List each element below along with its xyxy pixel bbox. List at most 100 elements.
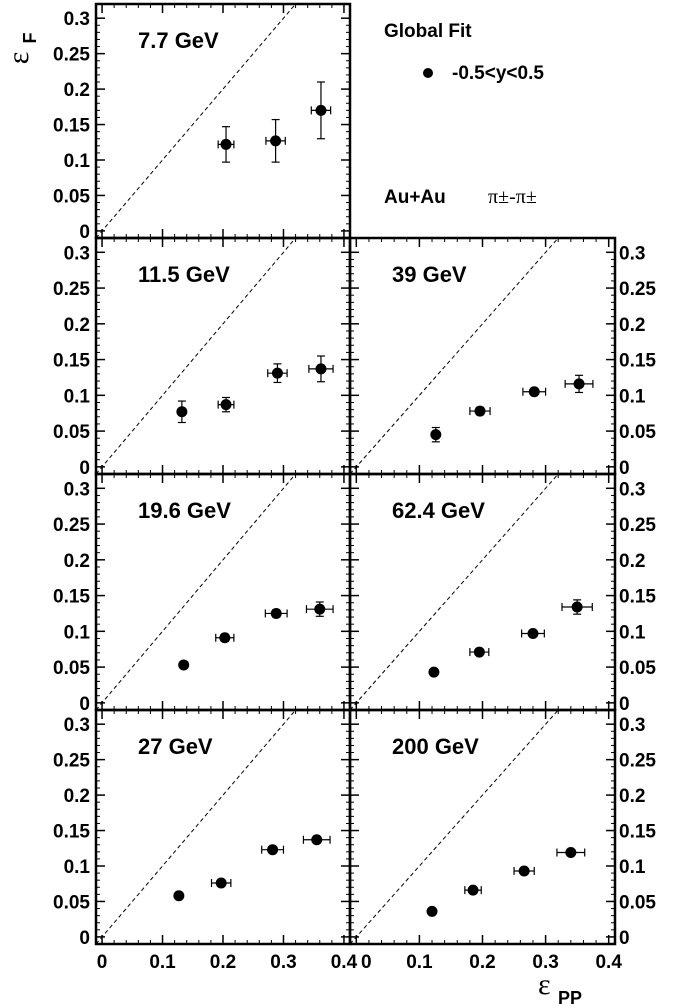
y-tick-label: 0.3 [64, 243, 90, 264]
data-point [220, 399, 232, 411]
panel: 200 GeV 0 0.05 0.1 0.15 0.2 0.25 0.3 0.1 0.2 0.3 0.… [348, 708, 656, 973]
y-tick-label: 0.05 [53, 658, 90, 679]
data-point [267, 844, 279, 856]
y-tick-label: 0.2 [64, 551, 90, 572]
x-tick-label: 0.3 [270, 952, 296, 973]
data-point-group [217, 126, 235, 163]
data-point [271, 367, 283, 379]
data-point-group [521, 627, 545, 639]
y-tick-label: 0 [79, 458, 90, 479]
y-tick-label: 0.25 [619, 279, 656, 300]
y-tick-label: 0.25 [53, 515, 90, 536]
reference-line [96, 238, 297, 474]
y-tick-label: 0.15 [53, 351, 90, 372]
data-point [311, 834, 323, 846]
data-point-group [428, 666, 440, 678]
collision-system-label: Au+Au [384, 187, 446, 208]
data-point [527, 627, 539, 639]
y-tick-label: 0.1 [64, 857, 91, 878]
panel-ticks [96, 474, 350, 710]
panel: 19.6 GeV 0 0.05 0.1 0.15 0.2 0.25 0.3 [53, 472, 352, 715]
y-tick-label: 0.2 [64, 786, 90, 807]
y-tick-label: 0.15 [619, 587, 656, 608]
y-tick-label: 0.3 [64, 9, 90, 30]
data-point-group [430, 426, 442, 443]
data-point-group [469, 405, 491, 417]
y-tick-label: 0.05 [53, 422, 90, 443]
y-tick-label: 0 [79, 928, 90, 949]
data-point-group [176, 400, 188, 424]
y-tick-label: 0.15 [53, 116, 90, 137]
legend-marker [423, 68, 433, 78]
y-tick-label: 0 [79, 222, 90, 243]
data-point-group [561, 599, 593, 615]
data-point-group [464, 884, 482, 896]
data-point-group [564, 374, 594, 394]
y-tick-label: 0.15 [619, 822, 656, 843]
data-point-group [513, 865, 535, 877]
data-point-group [261, 844, 285, 856]
data-point-group [217, 396, 235, 413]
panel-frame [94, 708, 352, 946]
data-point-group [265, 118, 286, 163]
panel-ticks [350, 710, 615, 944]
panel-frame [348, 236, 617, 476]
panel: 39 GeV 0 0.05 0.1 0.15 0.2 0.25 0.3 [348, 236, 656, 479]
y-tick-label: 0.25 [53, 751, 90, 772]
data-point [314, 603, 326, 615]
y-tick-label: 0.3 [619, 715, 645, 736]
data-point-group [178, 659, 190, 671]
y-tick-label: 0 [619, 694, 630, 715]
data-point-group [302, 834, 331, 846]
data-point-group [215, 632, 235, 644]
panel: 11.5 GeV 0 0.05 0.1 0.15 0.2 0.25 0.3 [53, 236, 352, 479]
x-axis-symbol: ε [538, 968, 551, 1001]
y-tick-label: 0.1 [64, 386, 91, 407]
x-axis-subscript: PP [558, 988, 582, 1008]
x-tick-label: 0.1 [149, 952, 176, 973]
y-tick-label: 0.2 [619, 551, 645, 572]
data-point [467, 884, 479, 896]
panel-ticks [96, 4, 350, 238]
panel: 27 GeV 0 0.05 0.1 0.15 0.2 0.25 0.3 0 0.1 0.2 0.3 0.… [53, 708, 358, 973]
reference-line [350, 710, 559, 944]
panel-title: 62.4 GeV [392, 498, 485, 523]
panel: 62.4 GeV 0 0.05 0.1 0.15 0.2 0.25 0.3 [348, 472, 656, 715]
y-tick-label: 0.2 [619, 786, 645, 807]
panel-title: 27 GeV [138, 734, 213, 759]
panel-title: 7.7 GeV [138, 28, 219, 53]
data-point [215, 877, 227, 889]
y-tick-label: 0.05 [619, 658, 656, 679]
y-tick-label: 0.05 [53, 892, 90, 913]
data-point-group [556, 847, 586, 859]
data-point-group [469, 646, 490, 658]
data-point [270, 607, 282, 619]
data-point [315, 104, 327, 116]
data-point-group [267, 363, 288, 384]
y-tick-label: 0.2 [619, 315, 645, 336]
x-tick-label: 0.2 [469, 952, 495, 973]
y-tick-label: 0.15 [53, 822, 90, 843]
legend: Global Fit -0.5<y<0.5 Au+Au π±-π± [384, 21, 544, 208]
y-tick-label: 0.1 [619, 857, 646, 878]
x-tick-label: 0.2 [210, 952, 236, 973]
data-point [315, 363, 327, 375]
data-point [528, 386, 540, 398]
y-tick-label: 0.25 [53, 279, 90, 300]
data-point [428, 666, 440, 678]
panel-title: 11.5 GeV [138, 262, 230, 287]
y-axis-subscript: F [20, 33, 40, 44]
particle-pair-label: π±-π± [488, 186, 537, 208]
data-point-group [522, 386, 547, 398]
y-tick-label: 0 [619, 458, 630, 479]
data-point-group [308, 355, 334, 383]
x-tick-label: 0.3 [532, 952, 558, 973]
panel-ticks [96, 710, 350, 944]
data-point [565, 847, 577, 859]
y-tick-label: 0.25 [619, 751, 656, 772]
reference-line [350, 474, 559, 710]
reference-line [96, 4, 297, 238]
y-tick-label: 0.3 [64, 715, 90, 736]
